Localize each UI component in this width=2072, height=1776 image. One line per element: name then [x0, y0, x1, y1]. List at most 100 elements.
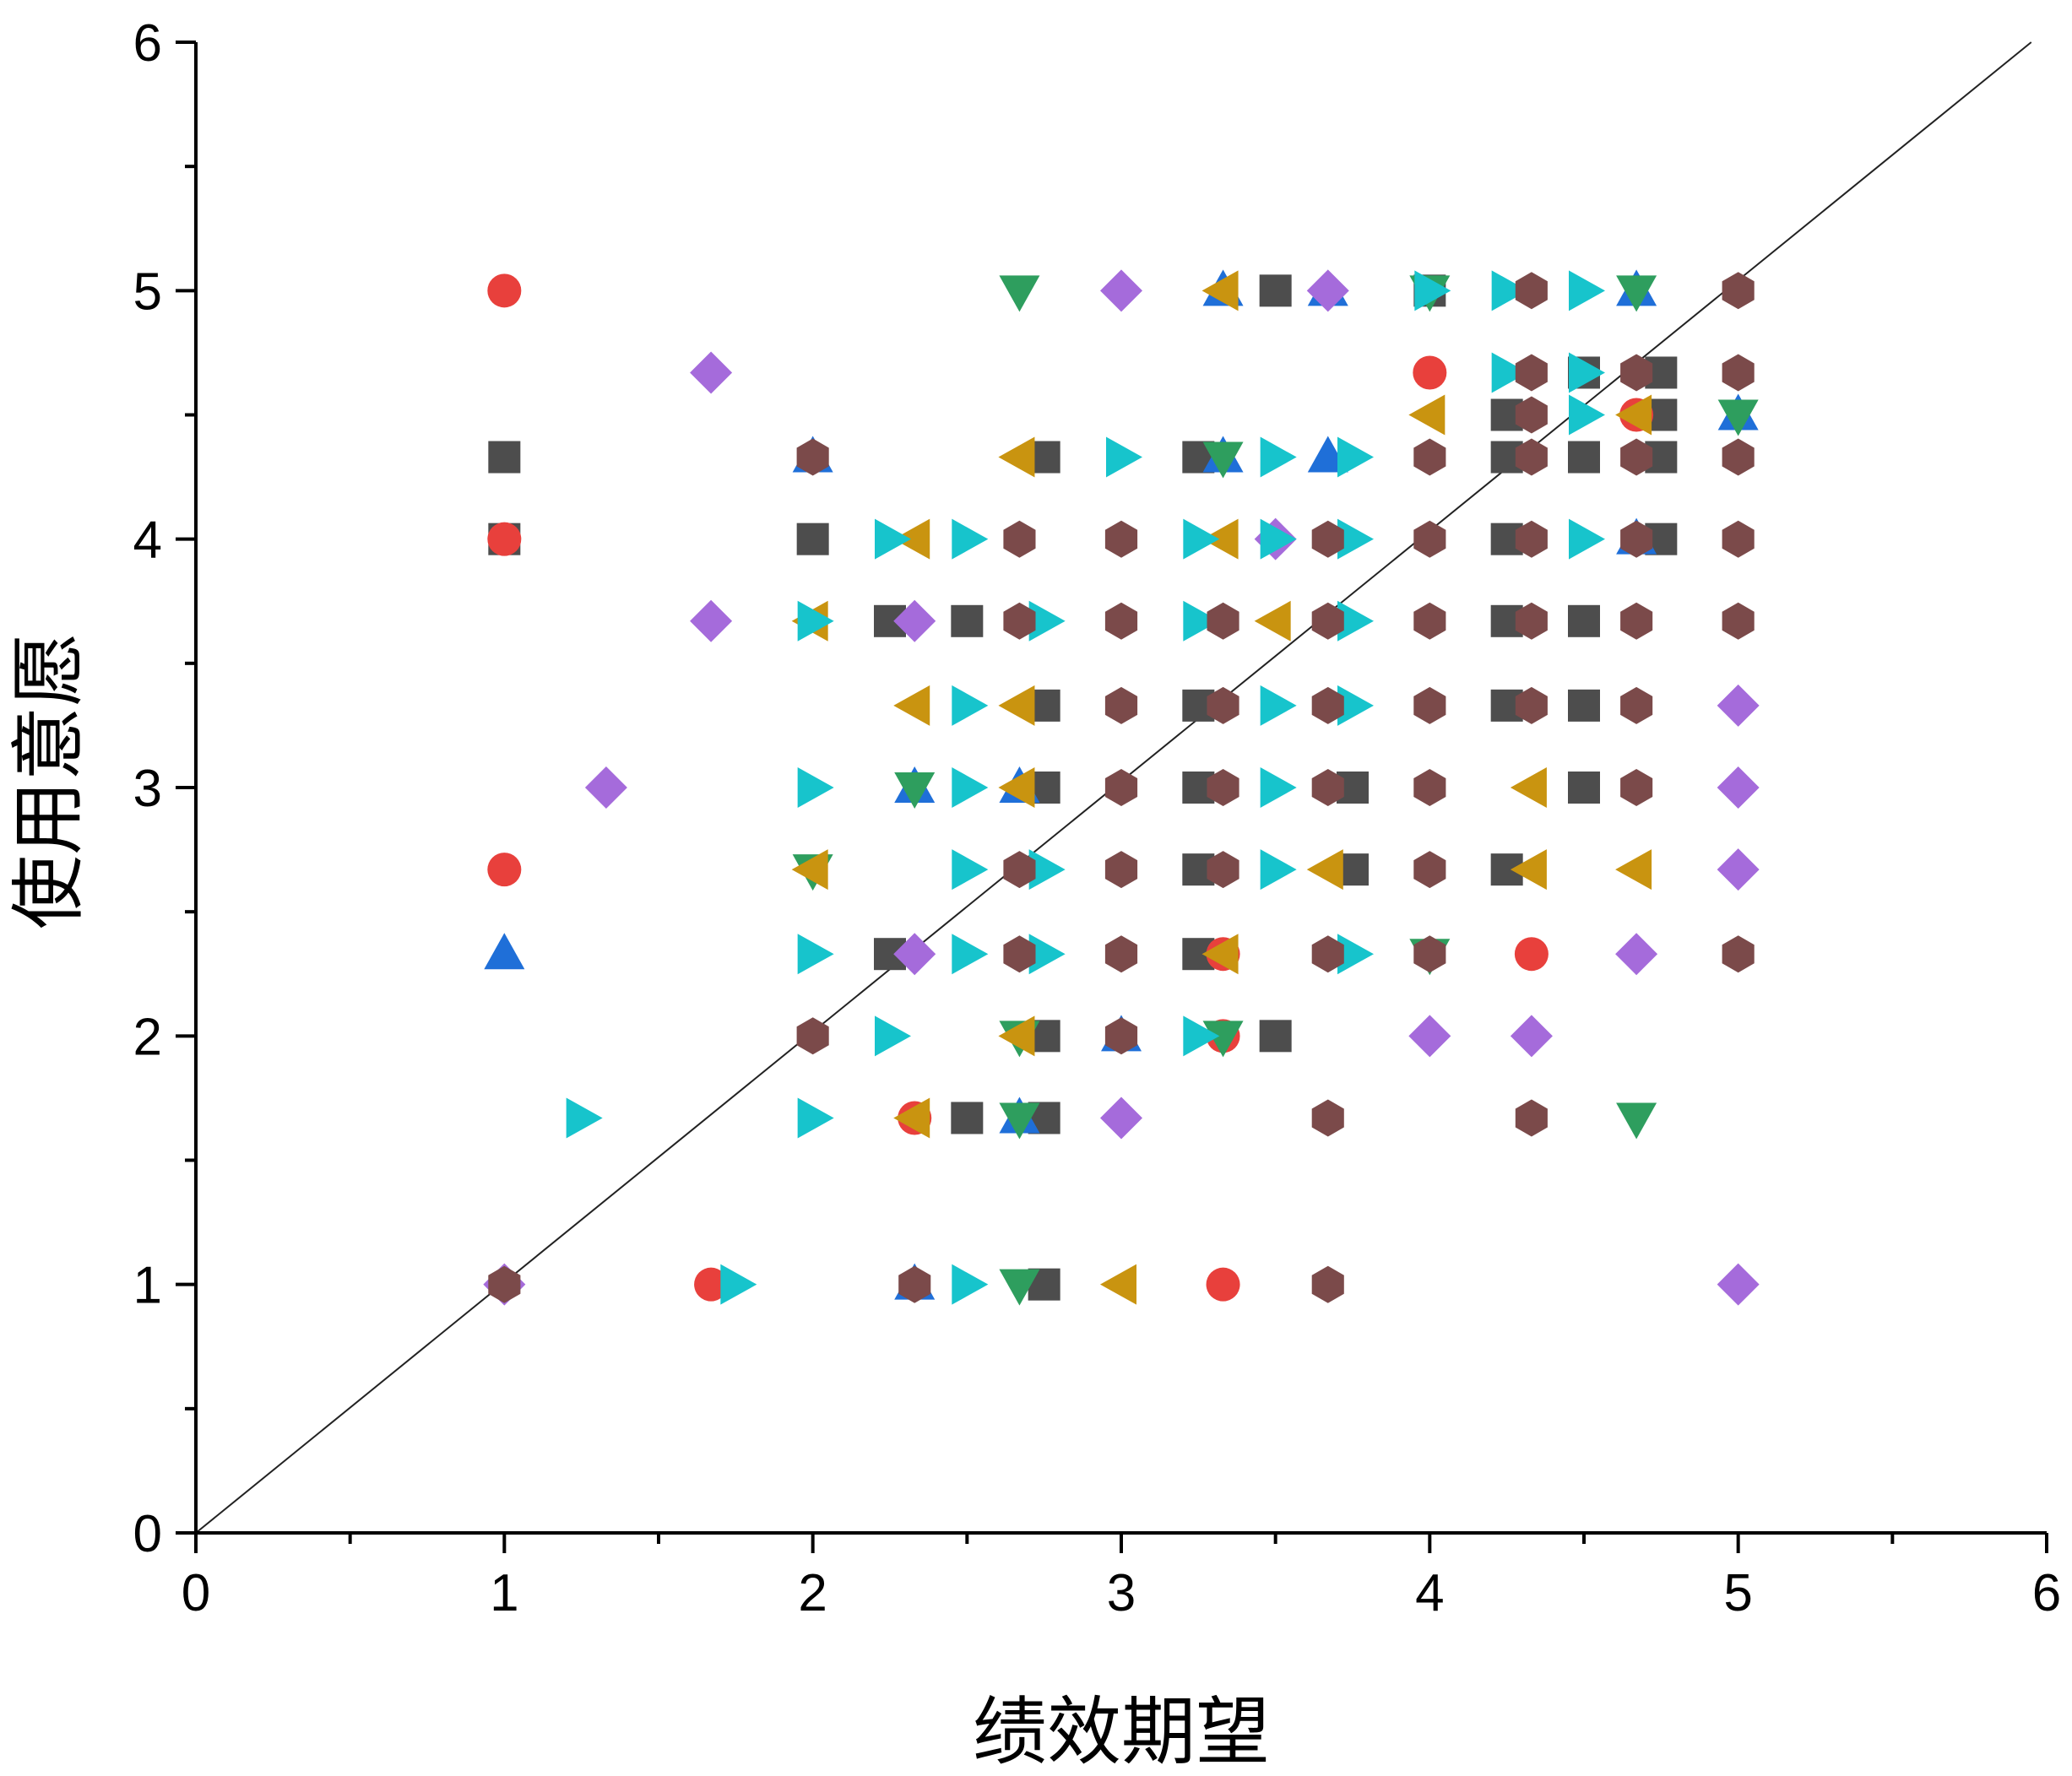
triangle-right-point: [720, 1264, 757, 1305]
hexagon-point: [1515, 354, 1548, 392]
triangle-left-point: [1615, 849, 1652, 891]
triangle-right-point: [1183, 518, 1220, 560]
triangle-right-point: [1106, 436, 1142, 478]
square-point: [1259, 274, 1292, 307]
square-point: [796, 523, 829, 555]
triangle-right-point: [1260, 685, 1297, 726]
hexagon-point: [1104, 935, 1138, 973]
triangle-left-point: [1201, 518, 1239, 560]
hexagon-point: [898, 1265, 931, 1303]
hexagon-point: [1311, 935, 1344, 973]
triangle-left-point: [1254, 600, 1291, 642]
y-tick-label: 1: [133, 1257, 162, 1315]
triangle-right-point: [1491, 270, 1528, 311]
triangle-right-point: [1028, 600, 1066, 642]
triangle-left-point: [998, 767, 1035, 808]
triangle-right-point: [1569, 270, 1605, 311]
hexagon-point: [1207, 851, 1239, 889]
triangle-right-point: [1414, 270, 1451, 311]
hexagon-point: [1311, 520, 1344, 558]
y-tick-label: 0: [133, 1505, 162, 1563]
hexagon-point: [1104, 602, 1138, 640]
triangle-left-point: [791, 849, 828, 891]
diamond-point: [893, 933, 936, 976]
triangle-right-point: [1183, 600, 1220, 642]
y-axis-title: 使用意愿: [5, 632, 92, 929]
hexagon-point: [1515, 686, 1548, 724]
x-tick-label: 5: [1723, 1564, 1752, 1622]
circle-point: [487, 273, 522, 308]
triangle-left-point: [998, 1015, 1035, 1057]
hexagon-point: [1722, 438, 1755, 476]
circle-point: [1413, 355, 1447, 390]
triangle-left-point: [1100, 1264, 1136, 1305]
diamond-point: [584, 766, 627, 809]
square-point: [1568, 604, 1600, 637]
triangle-left-point: [998, 685, 1035, 726]
triangle-right-point: [1028, 849, 1066, 891]
series-circle: [487, 273, 1654, 1302]
x-tick-label: 0: [182, 1564, 210, 1622]
triangle-down-point: [1202, 441, 1244, 479]
hexagon-point: [1104, 520, 1138, 558]
triangle-right-point: [1337, 518, 1374, 560]
triangle-right-point: [1337, 934, 1374, 975]
hexagon-point: [1104, 686, 1138, 724]
triangle-right-point: [1569, 518, 1605, 560]
hexagon-point: [1722, 272, 1755, 310]
triangle-right-point: [1260, 518, 1297, 560]
hexagon-point: [1722, 602, 1755, 640]
circle-point: [694, 1267, 729, 1302]
triangle-right-point: [797, 767, 834, 808]
hexagon-point: [1413, 851, 1446, 889]
triangle-left-point: [1510, 849, 1547, 891]
diamond-point: [1510, 1015, 1553, 1058]
diamond-point: [1408, 1015, 1451, 1058]
triangle-left-point: [1408, 394, 1446, 436]
triangle-right-point: [1337, 436, 1374, 478]
circle-point: [1514, 937, 1549, 972]
triangle-right-point: [952, 934, 989, 975]
diamond-point: [690, 351, 733, 394]
circle-point: [1206, 1267, 1240, 1302]
triangle-down-point: [894, 772, 936, 809]
series-hexagon: [488, 272, 1755, 1303]
triangle-down-point: [1717, 399, 1759, 436]
hexagon-point: [1003, 851, 1036, 889]
y-tick-label: 5: [133, 263, 162, 321]
triangle-down-point: [1616, 275, 1657, 312]
hexagon-point: [1003, 520, 1036, 558]
x-tick-label: 6: [2032, 1564, 2061, 1622]
triangle-right-point: [797, 934, 834, 975]
square-point: [488, 441, 521, 474]
diamond-point: [1717, 766, 1760, 809]
triangle-left-point: [893, 518, 930, 560]
triangle-down-point: [1616, 1102, 1657, 1140]
hexagon-point: [1515, 272, 1548, 310]
data-points: [483, 269, 1760, 1306]
hexagon-point: [1413, 438, 1446, 476]
triangle-down-point: [1202, 1021, 1244, 1058]
hexagon-point: [1722, 354, 1755, 392]
triangle-right-point: [566, 1097, 603, 1139]
hexagon-point: [1515, 520, 1548, 558]
triangle-left-point: [893, 1097, 930, 1139]
hexagon-point: [1311, 769, 1344, 806]
y-tick-label: 4: [133, 512, 162, 570]
hexagon-point: [1413, 602, 1446, 640]
x-tick-label: 3: [1107, 1564, 1136, 1622]
hexagon-point: [1311, 1099, 1344, 1137]
triangle-right-point: [1260, 849, 1297, 891]
hexagon-point: [1311, 602, 1344, 640]
diamond-point: [1717, 684, 1760, 727]
x-tick-label: 2: [798, 1564, 827, 1622]
hexagon-point: [796, 438, 829, 476]
hexagon-point: [1311, 1265, 1344, 1303]
diamond-point: [1100, 269, 1142, 312]
triangle-left-point: [893, 685, 930, 726]
series-diamond: [483, 269, 1760, 1306]
series-square: [488, 274, 1678, 1301]
hexagon-point: [1207, 686, 1239, 724]
triangle-right-point: [797, 1097, 834, 1139]
y-tick-label: 6: [133, 14, 162, 73]
